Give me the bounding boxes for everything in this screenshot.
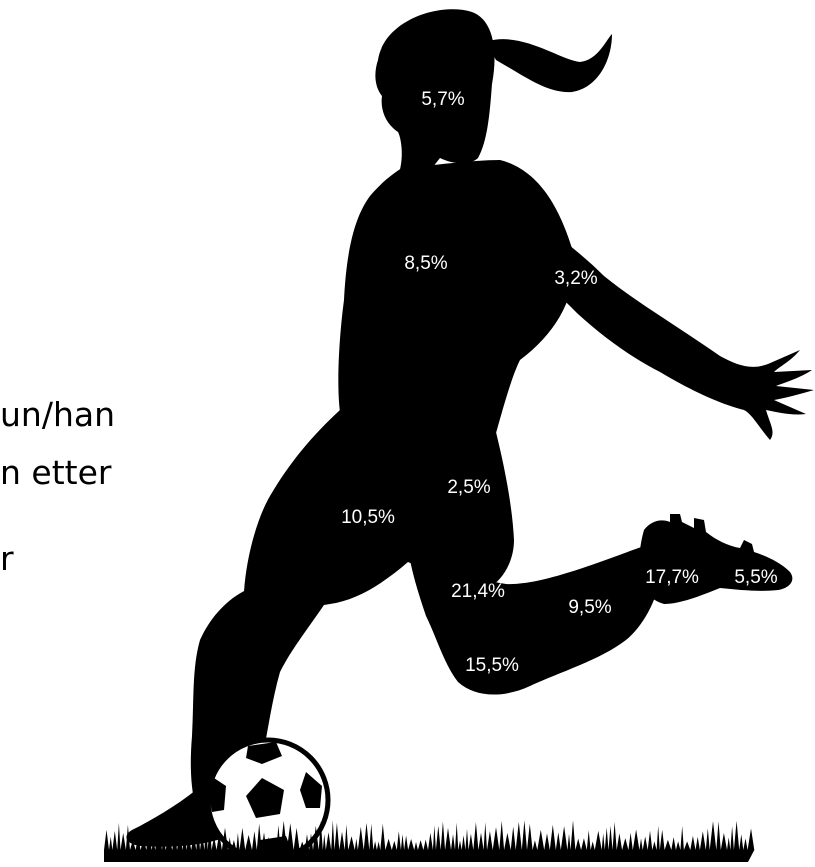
head-percent-label: 5,7% <box>421 89 465 110</box>
calf-percent-label: 9,5% <box>568 597 612 618</box>
foot-percent-label: 5,5% <box>734 567 778 588</box>
kicking-leg-shape <box>410 543 666 695</box>
ball-panel-right <box>300 772 322 808</box>
kicking-foot-shape <box>639 514 793 604</box>
side-text-line-3: r <box>0 539 14 578</box>
grass-strip <box>104 820 755 862</box>
arm-shape <box>520 210 814 440</box>
lower-leg-percent-label: 15,5% <box>465 655 519 676</box>
knee-percent-label: 21,4% <box>451 581 505 602</box>
ankle-percent-label: 17,7% <box>645 567 699 588</box>
torso-shape <box>338 160 574 443</box>
ball-panel-left <box>208 778 226 812</box>
ball-panel-center <box>246 778 284 818</box>
ponytail-shape <box>486 34 612 93</box>
side-text-line-2: n etter <box>0 453 112 492</box>
torso-percent-label: 8,5% <box>404 253 448 274</box>
side-text-line-1: un/han <box>0 395 116 434</box>
shorts-shape <box>244 410 514 607</box>
head-shape <box>375 9 495 187</box>
groin-percent-label: 2,5% <box>447 477 491 498</box>
ball-panel-top <box>246 742 282 764</box>
thigh-percent-label: 10,5% <box>341 507 395 528</box>
arm-percent-label: 3,2% <box>554 268 598 289</box>
